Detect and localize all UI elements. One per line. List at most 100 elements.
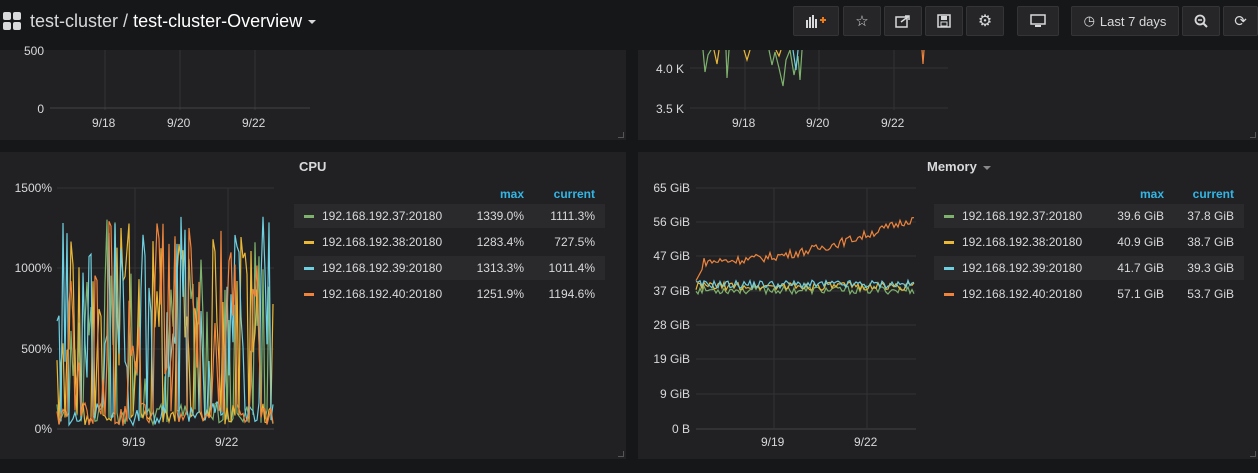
y-tick-label: 1000% xyxy=(14,261,52,275)
top-right-panel: 4.0 K 3.5 K 9/18 9/20 9/22 xyxy=(638,50,1258,140)
settings-button[interactable]: ⚙ xyxy=(966,6,1004,36)
y-tick-label: 28 GiB xyxy=(653,318,690,332)
series-color-swatch[interactable] xyxy=(944,292,954,296)
save-icon xyxy=(937,14,951,28)
legend-row[interactable]: 192.168.192.37:20180 1339.0% 1111.3% xyxy=(294,204,605,228)
resize-handle[interactable] xyxy=(1250,451,1256,457)
gear-icon: ⚙ xyxy=(977,13,993,30)
cluster-folder-link[interactable]: test-cluster xyxy=(30,11,119,31)
legend-current-value: 39.3 GiB xyxy=(1187,261,1234,275)
resize-handle[interactable] xyxy=(618,132,624,138)
legend-series-name: 192.168.192.39:20180 xyxy=(962,261,1083,275)
chevron-down-icon[interactable] xyxy=(982,165,991,170)
legend-max-value: 40.9 GiB xyxy=(1117,235,1164,249)
legend-current-value: 1111.3% xyxy=(550,209,595,223)
x-tick-label: 9/22 xyxy=(881,116,905,130)
share-button[interactable] xyxy=(884,6,922,36)
y-tick-label: 0 xyxy=(37,102,44,116)
resize-handle[interactable] xyxy=(618,451,624,457)
legend-row[interactable]: 192.168.192.39:20180 1313.3% 1011.4% xyxy=(294,256,605,280)
x-tick-label: 9/20 xyxy=(806,116,830,130)
top-left-graph xyxy=(50,50,310,110)
cpu-series-line xyxy=(56,221,274,426)
y-tick-label: 56 GiB xyxy=(653,215,690,229)
legend-series-name: 192.168.192.37:20180 xyxy=(962,209,1083,223)
legend-max-value: 1251.9% xyxy=(476,287,524,301)
series-color-swatch[interactable] xyxy=(304,214,314,218)
grafana-apps-icon[interactable] xyxy=(3,12,21,30)
legend-max-value: 41.7 GiB xyxy=(1117,261,1164,275)
legend-current-value: 53.7 GiB xyxy=(1187,287,1234,301)
legend-series-name: 192.168.192.39:20180 xyxy=(322,261,443,275)
dashboard-title[interactable]: test-cluster-Overview xyxy=(133,11,303,31)
legend-max-header[interactable]: max xyxy=(1139,187,1164,201)
series-color-swatch[interactable] xyxy=(944,240,954,244)
resize-handle[interactable] xyxy=(1250,132,1256,138)
series-color-swatch[interactable] xyxy=(304,292,314,296)
memory-series-line xyxy=(695,284,915,296)
legend-series-name: 192.168.192.40:20180 xyxy=(322,287,443,301)
x-tick-label: 9/19 xyxy=(122,435,146,449)
legend-row[interactable]: 192.168.192.39:20180 41.7 GiB 39.3 GiB xyxy=(934,256,1244,280)
legend-max-header[interactable]: max xyxy=(499,187,524,201)
x-tick-label: 9/18 xyxy=(92,116,116,130)
legend-max-value: 1339.0% xyxy=(476,209,524,223)
legend-max-value: 39.6 GiB xyxy=(1117,209,1164,223)
time-picker-button[interactable]: ◷ Last 7 days xyxy=(1071,6,1179,36)
y-tick-label: 3.5 K xyxy=(655,102,684,116)
x-tick-label: 9/20 xyxy=(167,116,191,130)
legend-current-header[interactable]: current xyxy=(1192,187,1234,201)
x-tick-label: 9/22 xyxy=(215,435,239,449)
star-button[interactable]: ☆ xyxy=(843,6,881,36)
series-color-swatch[interactable] xyxy=(944,214,954,218)
x-tick-label: 9/18 xyxy=(732,116,756,130)
cpu-panel: CPU 1500% 1000% 500% 0% 9/19 9/22 max cu… xyxy=(0,152,626,459)
chevron-down-icon[interactable] xyxy=(308,20,317,25)
memory-graph xyxy=(695,187,916,430)
memory-panel: Memory 65 GiB 56 GiB 47 GiB 37 GiB 28 Gi… xyxy=(638,152,1258,459)
legend-max-value: 1283.4% xyxy=(476,235,524,249)
clock-icon: ◷ xyxy=(1083,13,1095,28)
y-tick-label: 19 GiB xyxy=(653,352,690,366)
legend-current-value: 1194.6% xyxy=(548,287,595,301)
refresh-button[interactable]: ⟳ xyxy=(1223,6,1258,36)
series-color-swatch[interactable] xyxy=(304,266,314,270)
legend-row[interactable]: 192.168.192.40:20180 1251.9% 1194.6% xyxy=(294,282,605,306)
panel-title[interactable]: Memory xyxy=(927,159,991,174)
legend-row[interactable]: 192.168.192.37:20180 39.6 GiB 37.8 GiB xyxy=(934,204,1244,228)
star-icon: ☆ xyxy=(855,13,869,30)
zoom-out-button[interactable] xyxy=(1182,6,1220,36)
y-tick-label: 0 B xyxy=(671,422,690,436)
y-tick-label: 500 xyxy=(23,44,44,58)
legend-current-value: 37.8 GiB xyxy=(1187,209,1234,223)
breadcrumb-separator: / xyxy=(123,11,129,31)
legend-series-name: 192.168.192.38:20180 xyxy=(962,235,1083,249)
y-tick-label: 500% xyxy=(21,342,52,356)
add-panel-icon xyxy=(806,15,826,28)
legend-max-value: 1313.3% xyxy=(476,261,524,275)
tv-mode-button[interactable] xyxy=(1017,6,1059,36)
cpu-graph xyxy=(56,187,274,430)
legend-row[interactable]: 192.168.192.40:20180 57.1 GiB 53.7 GiB xyxy=(934,282,1244,306)
panel-title[interactable]: CPU xyxy=(299,159,327,174)
breadcrumb[interactable]: test-cluster / test-cluster-Overview xyxy=(30,11,317,32)
tv-icon xyxy=(1030,14,1046,27)
x-tick-label: 9/22 xyxy=(854,435,878,449)
legend-series-name: 192.168.192.40:20180 xyxy=(962,287,1083,301)
legend-series-name: 192.168.192.37:20180 xyxy=(322,209,443,223)
panel-title-text: Memory xyxy=(927,159,977,174)
x-tick-label: 9/19 xyxy=(761,435,785,449)
top-right-graph xyxy=(690,50,948,110)
legend-current-header[interactable]: current xyxy=(553,187,595,201)
save-button[interactable] xyxy=(925,6,963,36)
series-color-swatch[interactable] xyxy=(304,240,314,244)
x-tick-label: 9/22 xyxy=(242,116,266,130)
y-tick-label: 4.0 K xyxy=(655,62,684,76)
legend-row[interactable]: 192.168.192.38:20180 40.9 GiB 38.7 GiB xyxy=(934,230,1244,254)
share-icon xyxy=(895,15,910,28)
add-panel-button[interactable] xyxy=(793,6,839,36)
legend-row[interactable]: 192.168.192.38:20180 1283.4% 727.5% xyxy=(294,230,605,254)
legend-current-value: 1011.4% xyxy=(548,261,595,275)
series-color-swatch[interactable] xyxy=(944,266,954,270)
y-tick-label: 0% xyxy=(34,422,52,436)
